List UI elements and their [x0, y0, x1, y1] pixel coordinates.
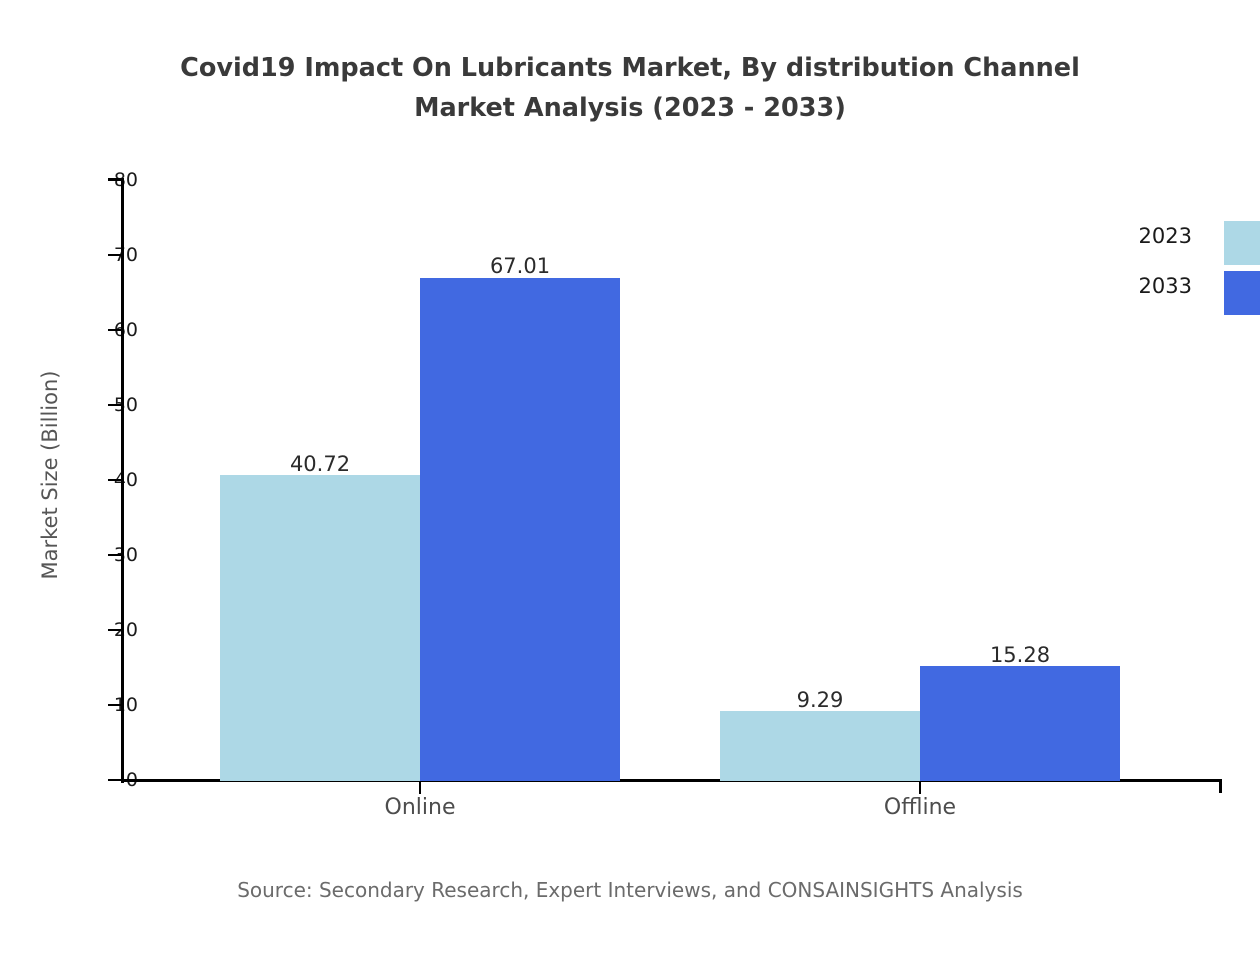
- bar-value-2033-online: 67.01: [489, 254, 551, 278]
- y-tick-label-80: 80: [113, 169, 138, 191]
- x-axis-right-cap: [1219, 779, 1222, 793]
- y-tick-mark-20: [108, 629, 121, 631]
- legend-swatch-2023-icon: [1224, 221, 1260, 265]
- legend-item-2023[interactable]: 2023: [1100, 215, 1260, 265]
- y-axis-line: [121, 178, 124, 783]
- plot-area: 40.72 67.01 9.29 15.28: [108, 179, 1222, 781]
- chart-title-line-2: Market Analysis (2023 - 2033): [414, 93, 846, 123]
- chart-title: Covid19 Impact On Lubricants Market, By …: [0, 48, 1260, 128]
- y-tick-mark-10: [108, 704, 121, 706]
- bar-value-2023-offline: 9.29: [796, 688, 844, 712]
- chart-title-line-1: Covid19 Impact On Lubricants Market, By …: [180, 53, 1080, 83]
- x-axis-line: [121, 779, 1222, 782]
- y-tick-mark-30: [108, 554, 121, 556]
- y-tick-mark-40: [108, 479, 121, 481]
- source-note: Source: Secondary Research, Expert Inter…: [237, 878, 1023, 902]
- y-tick-mark-60: [108, 329, 121, 331]
- bar-2033-online[interactable]: [420, 277, 620, 781]
- y-tick-label-40: 40: [113, 469, 138, 491]
- legend: 2023 2033: [1100, 215, 1260, 315]
- bar-2023-online[interactable]: [220, 475, 420, 781]
- y-tick-mark-80: [108, 179, 121, 181]
- y-tick-label-70: 70: [113, 244, 138, 266]
- y-axis-title: Market Size (Billion): [38, 370, 62, 580]
- x-tick-label-offline: Offline: [883, 795, 957, 820]
- x-tick-label-online: Online: [384, 795, 456, 820]
- y-tick-label-10: 10: [113, 694, 138, 716]
- bar-value-2023-online: 40.72: [289, 452, 351, 476]
- bar-2023-offline[interactable]: [720, 711, 920, 781]
- x-tick-offline: [919, 781, 921, 794]
- legend-label-2033: 2033: [1138, 274, 1192, 298]
- bar-2033-offline[interactable]: [920, 666, 1120, 781]
- y-tick-label-60: 60: [113, 319, 138, 341]
- y-tick-label-30: 30: [113, 544, 138, 566]
- y-tick-mark-0: [108, 779, 121, 781]
- legend-swatch-2033-icon: [1224, 271, 1260, 315]
- bar-value-2033-offline: 15.28: [989, 643, 1051, 667]
- y-tick-mark-50: [108, 404, 121, 406]
- y-tick-mark-70: [108, 254, 121, 256]
- chart-figure: Covid19 Impact On Lubricants Market, By …: [0, 48, 1260, 902]
- y-tick-label-50: 50: [113, 394, 138, 416]
- legend-item-2033[interactable]: 2033: [1100, 265, 1260, 315]
- legend-label-2023: 2023: [1138, 224, 1192, 248]
- x-tick-online: [419, 781, 421, 794]
- y-tick-label-20: 20: [113, 619, 138, 641]
